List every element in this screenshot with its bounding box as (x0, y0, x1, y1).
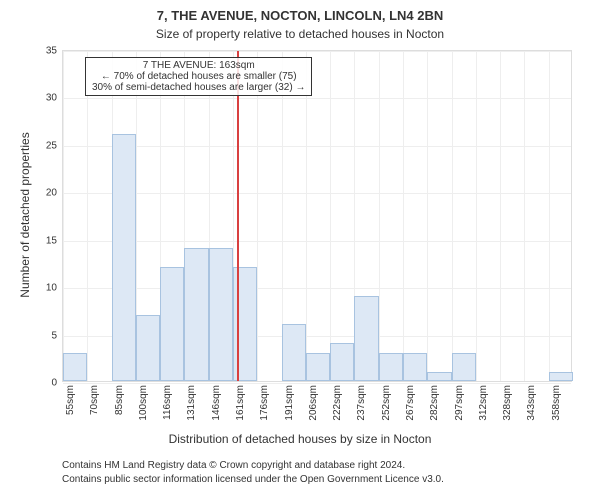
histogram-bar (63, 353, 87, 381)
histogram-bar (427, 372, 451, 381)
x-tick-label: 222sqm (332, 385, 343, 421)
y-tick-label: 25 (46, 140, 63, 151)
x-tick-label: 176sqm (259, 385, 270, 421)
x-tick-label: 100sqm (138, 385, 149, 421)
x-tick-label: 131sqm (186, 385, 197, 421)
x-tick-label: 237sqm (356, 385, 367, 421)
grid-line (63, 51, 571, 52)
y-tick-label: 5 (51, 330, 63, 341)
x-tick-label: 116sqm (162, 385, 173, 420)
x-tick-label: 328sqm (502, 385, 513, 421)
annotation-box: 7 THE AVENUE: 163sqm← 70% of detached ho… (85, 57, 312, 96)
grid-line (87, 51, 88, 381)
grid-line (63, 193, 571, 194)
x-tick-label: 191sqm (284, 385, 295, 421)
grid-line (524, 51, 525, 381)
grid-line (549, 51, 550, 381)
grid-line (306, 51, 307, 381)
grid-line (452, 51, 453, 381)
grid-line (257, 51, 258, 381)
chart-title: 7, THE AVENUE, NOCTON, LINCOLN, LN4 2BN (0, 8, 600, 23)
grid-line (63, 241, 571, 242)
y-tick-label: 0 (51, 378, 63, 389)
histogram-bar (282, 324, 306, 381)
x-tick-label: 282sqm (429, 385, 440, 421)
y-tick-label: 35 (46, 46, 63, 57)
y-tick-label: 30 (46, 93, 63, 104)
annotation-line: 7 THE AVENUE: 163sqm (92, 60, 305, 71)
grid-line (403, 51, 404, 381)
x-tick-label: 297sqm (454, 385, 465, 421)
annotation-line: 30% of semi-detached houses are larger (… (92, 82, 305, 93)
histogram-bar (549, 372, 573, 381)
x-tick-label: 312sqm (478, 385, 489, 421)
histogram-bar (452, 353, 476, 381)
x-tick-label: 146sqm (211, 385, 222, 421)
histogram-bar (306, 353, 330, 381)
x-tick-label: 85sqm (114, 385, 125, 415)
x-tick-label: 55sqm (65, 385, 76, 415)
x-tick-label: 206sqm (308, 385, 319, 421)
grid-line (427, 51, 428, 381)
chart-subtitle: Size of property relative to detached ho… (0, 27, 600, 41)
histogram-bar (112, 134, 136, 381)
annotation-line: ← 70% of detached houses are smaller (75… (92, 71, 305, 82)
footer-line-1: Contains HM Land Registry data © Crown c… (62, 460, 405, 471)
grid-line (330, 51, 331, 381)
y-axis-label: Number of detached properties (18, 125, 32, 305)
histogram-chart: 7, THE AVENUE, NOCTON, LINCOLN, LN4 2BN … (0, 0, 600, 500)
y-tick-label: 15 (46, 235, 63, 246)
x-tick-label: 70sqm (89, 385, 100, 415)
grid-line (63, 98, 571, 99)
histogram-bar (136, 315, 160, 381)
x-tick-label: 161sqm (235, 385, 246, 421)
grid-line (63, 288, 571, 289)
x-tick-label: 343sqm (526, 385, 537, 421)
x-tick-label: 252sqm (381, 385, 392, 421)
plot-area: 0510152025303555sqm70sqm85sqm100sqm116sq… (62, 50, 572, 382)
x-axis-label: Distribution of detached houses by size … (0, 432, 600, 446)
histogram-bar (379, 353, 403, 381)
histogram-bar (209, 248, 233, 381)
grid-line (63, 51, 64, 381)
x-tick-label: 267sqm (405, 385, 416, 421)
histogram-bar (330, 343, 354, 381)
histogram-bar (160, 267, 184, 381)
histogram-bar (403, 353, 427, 381)
y-tick-label: 10 (46, 283, 63, 294)
x-tick-label: 358sqm (551, 385, 562, 421)
reference-line (237, 51, 239, 381)
footer-line-2: Contains public sector information licen… (62, 474, 444, 485)
histogram-bar (184, 248, 208, 381)
grid-line (476, 51, 477, 381)
histogram-bar (354, 296, 378, 381)
grid-line (379, 51, 380, 381)
grid-line (63, 383, 571, 384)
y-tick-label: 20 (46, 188, 63, 199)
grid-line (500, 51, 501, 381)
grid-line (63, 146, 571, 147)
